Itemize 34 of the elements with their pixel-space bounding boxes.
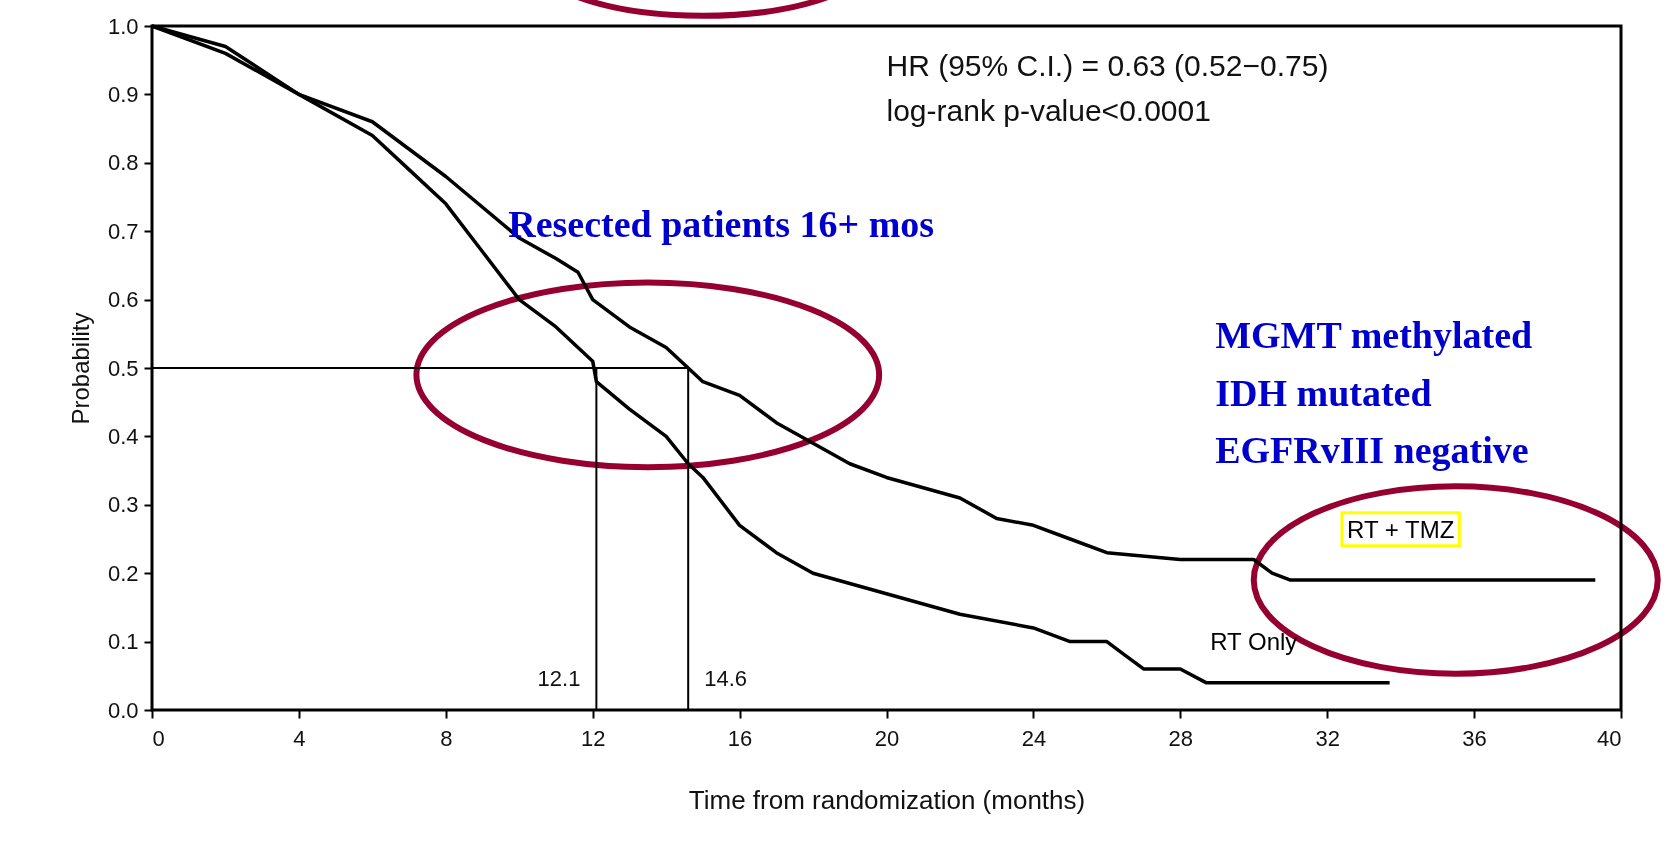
y-tick-label: 0.1 [107,629,139,655]
x-tick-label: 8 [440,725,453,751]
y-tick-label: 0.4 [107,423,139,449]
ref-line-label: 12.1 [537,666,581,692]
annotation: Resected patients 16+ mos [508,202,935,245]
x-tick-label: 20 [874,725,900,751]
annotation: MGMT methylated [1215,314,1533,357]
y-tick-label: 0.0 [107,697,139,723]
annotation: HR (95% C.I.) = 0.63 (0.52−0.75) [886,49,1329,83]
y-tick-label: 0.7 [107,218,139,244]
annotation: EGFRvIII negative [1215,429,1529,472]
series-label: RT + TMZ [1346,515,1455,543]
y-tick-label: 0.2 [107,560,139,586]
x-tick-label: 4 [293,725,306,751]
y-axis-title: Probability [66,312,94,425]
x-tick-label: 24 [1021,725,1047,751]
y-tick-label: 0.5 [107,355,139,381]
annotation: log-rank p-value<0.0001 [886,94,1211,128]
ref-line-label: 14.6 [704,666,748,692]
y-tick-label: 0.3 [107,492,139,518]
y-tick-label: 1.0 [107,13,139,39]
x-axis-title: Time from randomization (months) [688,784,1086,815]
x-tick-label: 36 [1462,725,1487,751]
series-label: RT Only [1210,627,1298,655]
x-tick-label: 12 [580,725,606,751]
y-tick-label: 0.6 [107,287,139,313]
x-tick-label: 40 [1597,725,1622,751]
x-tick-label: 16 [727,725,753,751]
x-tick-label: 0 [152,725,165,751]
annotation: IDH mutated [1215,371,1432,414]
x-tick-label: 28 [1168,725,1194,751]
y-tick-label: 0.8 [107,150,139,176]
y-tick-label: 0.9 [107,81,139,107]
x-tick-label: 32 [1315,725,1340,751]
